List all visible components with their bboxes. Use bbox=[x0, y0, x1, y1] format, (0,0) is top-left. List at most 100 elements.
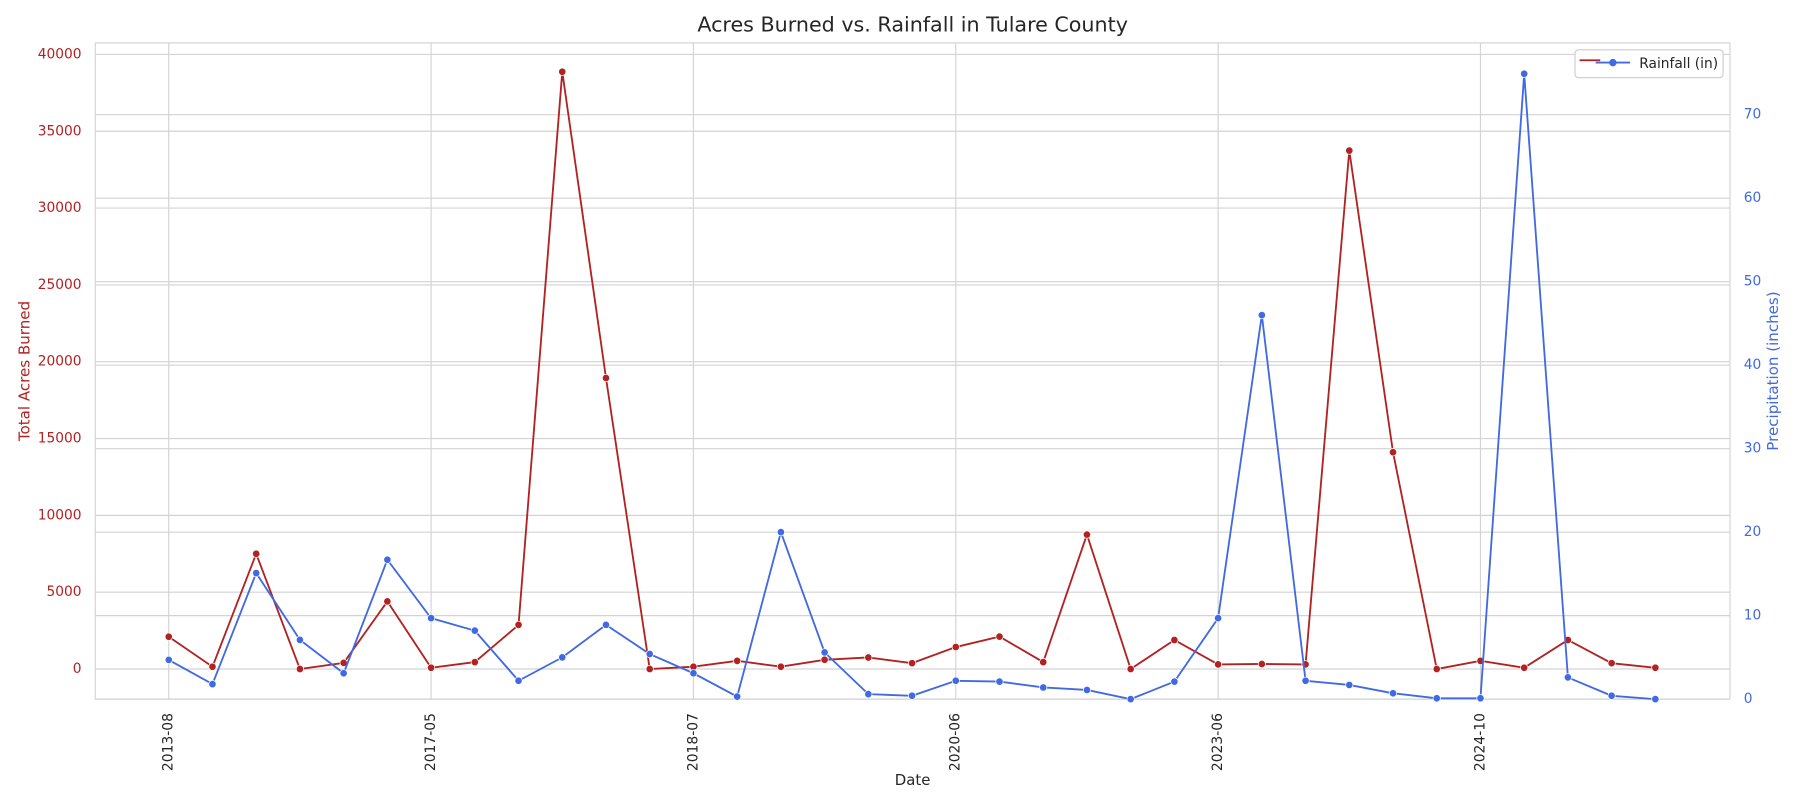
y-axis-label: Total Acres Burned bbox=[16, 301, 34, 442]
point bbox=[1520, 69, 1529, 78]
point bbox=[383, 555, 392, 564]
point bbox=[208, 662, 217, 671]
point bbox=[1345, 680, 1354, 689]
y-tick-label: 0 bbox=[73, 661, 82, 677]
point bbox=[470, 658, 479, 667]
chart-title: Acres Burned vs. Rainfall in Tulare Coun… bbox=[697, 12, 1128, 36]
point bbox=[1476, 694, 1485, 703]
point bbox=[252, 569, 261, 578]
y2-tick-label: 50 bbox=[1744, 274, 1762, 290]
point bbox=[864, 690, 873, 699]
point bbox=[427, 663, 436, 672]
point bbox=[1082, 530, 1091, 539]
point bbox=[733, 656, 742, 665]
point bbox=[645, 649, 654, 659]
y-tick-label: 40000 bbox=[38, 46, 82, 62]
point bbox=[995, 632, 1004, 641]
y2-tick-label: 70 bbox=[1744, 107, 1762, 123]
point bbox=[951, 642, 960, 652]
legend: Rainfall (in) bbox=[1574, 49, 1724, 79]
point bbox=[1170, 635, 1179, 645]
point bbox=[1214, 614, 1223, 623]
point bbox=[995, 677, 1004, 686]
point bbox=[1651, 663, 1660, 672]
point bbox=[951, 676, 960, 685]
point bbox=[1082, 685, 1091, 695]
y-tick-label: 5000 bbox=[46, 584, 81, 600]
point bbox=[1388, 448, 1398, 457]
point bbox=[1388, 689, 1398, 698]
y-tick-label: 35000 bbox=[38, 123, 82, 139]
y-tick-label: 25000 bbox=[38, 277, 82, 293]
point bbox=[776, 662, 785, 671]
x-tick-label: 2023-06 bbox=[1210, 713, 1226, 771]
point bbox=[864, 653, 873, 662]
x-tick-label: 2018-07 bbox=[685, 713, 701, 771]
x-tick-label: 2024-10 bbox=[1473, 713, 1489, 771]
point bbox=[1039, 658, 1048, 667]
point bbox=[1563, 673, 1572, 682]
legend-box bbox=[1574, 49, 1724, 79]
y-tick-label: 20000 bbox=[38, 354, 82, 370]
y2-tick-label: 40 bbox=[1744, 357, 1762, 373]
point bbox=[1432, 694, 1441, 703]
point bbox=[1257, 311, 1266, 320]
legend-swatch bbox=[1609, 58, 1617, 67]
x-tick-label: 2013-08 bbox=[161, 713, 177, 771]
point bbox=[470, 626, 479, 635]
point bbox=[1651, 695, 1660, 704]
point bbox=[1214, 660, 1223, 669]
point bbox=[601, 620, 611, 629]
point bbox=[514, 620, 523, 629]
point bbox=[295, 635, 304, 644]
point bbox=[1607, 659, 1616, 668]
point bbox=[645, 664, 654, 674]
point bbox=[908, 691, 917, 700]
point bbox=[1257, 659, 1266, 669]
point bbox=[252, 549, 261, 558]
point bbox=[164, 655, 173, 664]
point bbox=[339, 669, 348, 678]
y2-tick-label: 60 bbox=[1744, 190, 1762, 206]
point bbox=[601, 373, 611, 383]
y2-tick-label: 20 bbox=[1744, 524, 1762, 540]
point bbox=[689, 669, 698, 678]
point bbox=[1301, 676, 1310, 685]
point bbox=[558, 653, 567, 662]
y2-axis-label: Precipitation (inches) bbox=[1764, 291, 1782, 450]
point bbox=[208, 680, 217, 689]
x-tick-label: 2017-05 bbox=[423, 713, 439, 771]
y-tick-label: 10000 bbox=[38, 507, 82, 523]
point bbox=[1520, 663, 1529, 672]
point bbox=[820, 655, 829, 664]
point bbox=[427, 614, 436, 623]
point bbox=[908, 659, 917, 668]
point bbox=[383, 597, 392, 606]
point bbox=[1432, 664, 1441, 674]
plot-area bbox=[94, 42, 1731, 700]
point bbox=[776, 528, 785, 537]
point bbox=[733, 692, 742, 701]
x-tick-label: 2020-06 bbox=[948, 713, 964, 771]
point bbox=[558, 67, 567, 76]
y2-tick-label: 10 bbox=[1744, 608, 1762, 624]
x-axis-label: Date bbox=[895, 771, 931, 789]
point bbox=[1345, 146, 1354, 155]
y-tick-label: 15000 bbox=[38, 431, 82, 447]
point bbox=[1039, 683, 1048, 692]
y2-tick-label: 30 bbox=[1744, 441, 1762, 457]
marks bbox=[164, 67, 1660, 704]
grid: 0 5000 10000 15000 20000 25000 30000 35000 40000… bbox=[38, 42, 1762, 771]
legend-label: Rainfall (in) bbox=[1639, 56, 1718, 72]
point bbox=[1607, 691, 1616, 700]
point bbox=[295, 664, 304, 674]
y2-tick-label: 0 bbox=[1744, 691, 1753, 707]
point bbox=[820, 648, 829, 657]
point bbox=[1126, 695, 1135, 704]
point bbox=[1126, 664, 1135, 674]
point bbox=[514, 676, 523, 685]
point bbox=[164, 632, 173, 641]
point bbox=[1170, 677, 1179, 686]
